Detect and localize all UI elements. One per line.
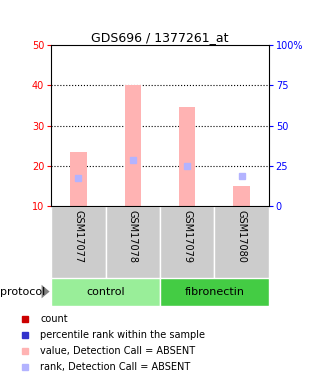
Text: rank, Detection Call = ABSENT: rank, Detection Call = ABSENT [40, 362, 190, 372]
Bar [179, 108, 196, 206]
Text: count: count [40, 314, 68, 324]
Bar [106, 206, 160, 278]
Text: GSM17079: GSM17079 [182, 210, 192, 263]
Text: protocol: protocol [0, 286, 45, 297]
Bar [160, 206, 214, 278]
Bar [51, 278, 160, 306]
Text: GSM17077: GSM17077 [73, 210, 84, 263]
Bar [214, 206, 269, 278]
Bar [51, 206, 106, 278]
Text: GSM17078: GSM17078 [128, 210, 138, 263]
Bar [70, 152, 87, 206]
Bar [160, 278, 269, 306]
Title: GDS696 / 1377261_at: GDS696 / 1377261_at [91, 31, 229, 44]
Text: GSM17080: GSM17080 [236, 210, 247, 262]
Text: fibronectin: fibronectin [184, 286, 244, 297]
Text: control: control [86, 286, 125, 297]
Text: percentile rank within the sample: percentile rank within the sample [40, 330, 205, 340]
Bar [125, 86, 141, 206]
Bar [234, 186, 250, 206]
Text: value, Detection Call = ABSENT: value, Detection Call = ABSENT [40, 346, 195, 356]
